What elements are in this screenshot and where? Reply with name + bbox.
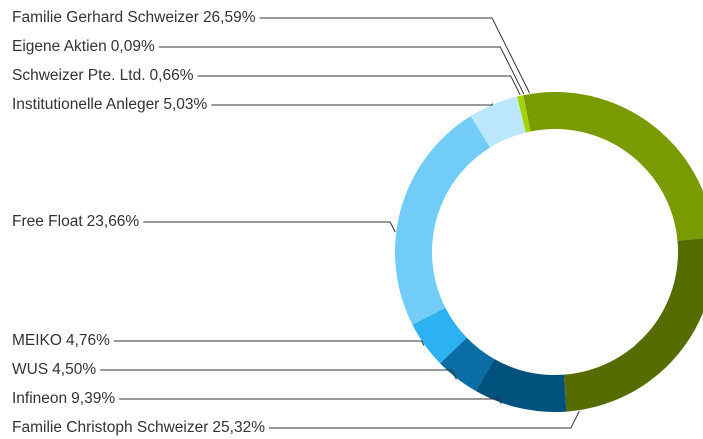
leader-line: [268, 410, 580, 429]
slice-label: Institutionelle Anleger 5,03%: [12, 96, 208, 113]
slice-label: Familie Christoph Schweizer 25,32%: [12, 419, 265, 436]
leader-line: [259, 17, 531, 94]
slice-label: Eigene Aktien 0,09%: [12, 38, 155, 55]
slice-label: Schweizer Pte. Ltd. 0,66%: [12, 67, 194, 84]
slice-value: 4,76%: [66, 332, 110, 349]
leader-line: [158, 46, 525, 95]
slice-name: Institutionelle Anleger: [12, 96, 159, 113]
donut-slice: [517, 95, 531, 133]
slice-value: 25,32%: [212, 419, 265, 436]
slice-name: WUS: [12, 361, 48, 378]
slice-label: Familie Gerhard Schweizer 26,59%: [12, 9, 256, 26]
slice-name: Infineon: [12, 390, 67, 407]
slice-value: 4,50%: [52, 361, 96, 378]
leader-line: [119, 398, 502, 404]
leader-line: [143, 221, 396, 233]
leader-line: [197, 75, 521, 96]
donut-slice: [440, 337, 495, 392]
slice-value: 23,66%: [87, 213, 140, 230]
slice-name: Free Float: [12, 213, 83, 230]
slice-label: MEIKO 4,76%: [12, 332, 110, 349]
slice-name: Familie Gerhard Schweizer: [12, 9, 199, 26]
slice-name: Eigene Aktien: [12, 38, 107, 55]
donut-slice: [524, 92, 703, 241]
slice-name: Familie Christoph Schweizer: [12, 419, 208, 436]
leader-line: [211, 103, 494, 106]
slice-value: 0,66%: [150, 67, 194, 84]
slice-value: 9,39%: [71, 390, 115, 407]
donut-slice: [563, 238, 703, 412]
slice-label: WUS 4,50%: [12, 361, 96, 378]
donut-slice: [412, 307, 467, 364]
donut-slice: [470, 96, 526, 148]
donut-slice: [395, 116, 491, 325]
slice-value: 26,59%: [203, 9, 256, 26]
slice-label: Infineon 9,39%: [12, 390, 115, 407]
slice-name: MEIKO: [12, 332, 62, 349]
leader-line: [113, 340, 425, 346]
leader-line: [100, 369, 457, 380]
slice-label: Free Float 23,66%: [12, 213, 139, 230]
slice-value: 0,09%: [111, 38, 155, 55]
slice-value: 5,03%: [163, 96, 207, 113]
slice-name: Schweizer Pte. Ltd.: [12, 67, 146, 84]
donut-slice: [523, 94, 532, 132]
